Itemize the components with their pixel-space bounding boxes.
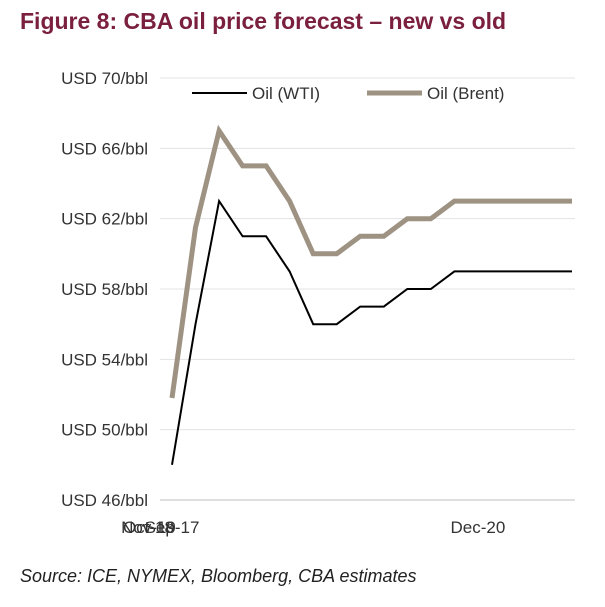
legend-label: Oil (WTI) xyxy=(252,84,320,103)
x-tick-label: Dec-20 xyxy=(450,518,505,537)
y-tick-label: USD 62/bbl xyxy=(61,210,148,229)
source-note: Source: ICE, NYMEX, Bloomberg, CBA estim… xyxy=(20,566,417,586)
legend-item-brent: Oil (Brent) xyxy=(367,84,504,103)
series-line-brent xyxy=(169,124,572,399)
chart-title: Figure 8: CBA oil price forecast – new v… xyxy=(20,8,507,34)
y-tick-label: USD 70/bbl xyxy=(61,69,148,88)
legend-item-wti: Oil (WTI) xyxy=(192,84,320,103)
y-axis-ticks: USD 46/bbl USD 50/bbl USD 54/bbl USD 58/bbl… xyxy=(61,69,148,510)
series-lines xyxy=(169,124,572,465)
legend-label: Oil (Brent) xyxy=(427,84,504,103)
gridlines xyxy=(160,77,575,501)
y-tick-label: USD 50/bbl xyxy=(61,421,148,440)
legend: Oil (WTI) Oil (Brent) xyxy=(192,84,504,103)
y-tick-label: USD 66/bbl xyxy=(61,139,148,158)
series-line-wti xyxy=(171,198,572,465)
x-tick-label: Nov-19 xyxy=(121,518,176,537)
y-tick-label: USD 46/bbl xyxy=(61,491,148,510)
x-tick-label: Oct-18 xyxy=(123,518,174,537)
y-tick-label: USD 54/bbl xyxy=(61,350,148,369)
y-tick-label: USD 58/bbl xyxy=(61,280,148,299)
x-tick-label: Sep-17 xyxy=(145,518,200,537)
